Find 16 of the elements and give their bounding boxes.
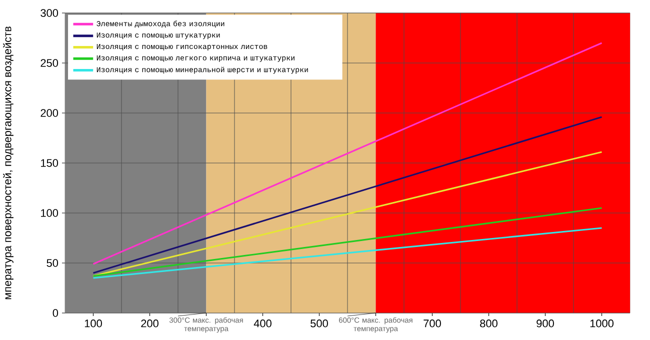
x-tick-label: 900 [536, 320, 554, 328]
y-tick-label: 250 [40, 59, 58, 67]
y-tick-label: 150 [41, 159, 58, 167]
y-tick-label: 50 [46, 259, 58, 267]
y-tick-label: 100 [41, 209, 58, 217]
x-tick-label: 800 [480, 320, 498, 328]
x-tick-label: 400 [254, 320, 272, 328]
x-tick-label: 500 [310, 320, 328, 328]
x-tick-label: 200 [141, 320, 158, 328]
y-axis-title: мпература поверхностей, подвергающихся воздейств [3, 26, 14, 300]
y-tick-label: 300 [40, 9, 58, 17]
y-tick-label: 200 [40, 109, 58, 117]
x-tick-label: 1000 [590, 320, 614, 328]
x-tick-label: 700 [424, 320, 441, 328]
y-tick-label: 0 [52, 309, 58, 317]
x-tick-label: 100 [84, 320, 102, 328]
